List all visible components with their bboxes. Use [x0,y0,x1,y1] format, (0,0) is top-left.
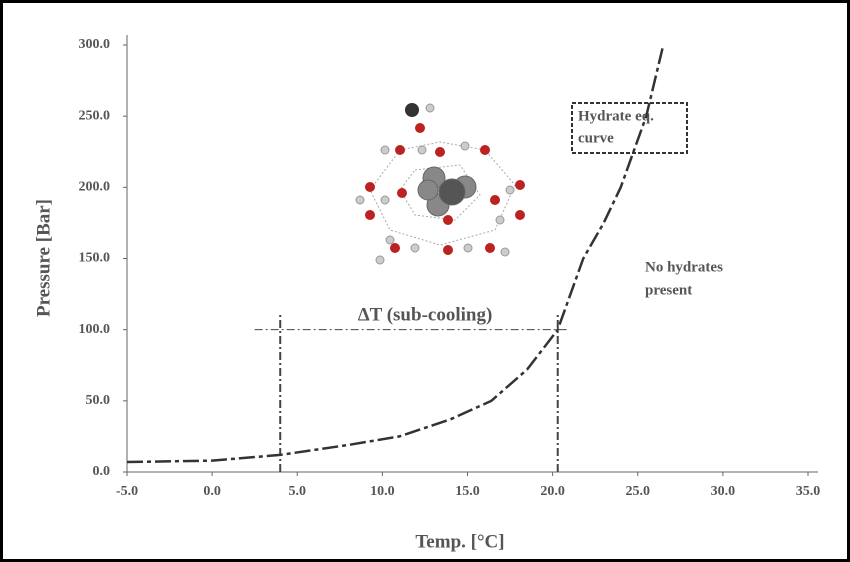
x-axis-label: Temp. [°C] [415,531,504,552]
region-label: present [645,282,692,298]
y-tick-label: 200.0 [79,180,111,195]
y-tick-label: 150.0 [79,251,111,266]
curve-label: Hydrate eq. [578,108,654,124]
curve-label: curve [578,130,614,146]
y-tick-label: 50.0 [86,393,111,408]
molecule-illustration [355,103,525,265]
x-tick-label: 30.0 [711,484,736,499]
x-tick-label: 20.0 [540,484,565,499]
x-tick-label: 5.0 [289,484,307,499]
y-tick-label: 0.0 [93,464,111,479]
y-tick-label: 300.0 [79,37,111,52]
x-tick-label: 0.0 [203,484,221,499]
x-tick-label: 10.0 [370,484,395,499]
y-tick-label: 100.0 [79,322,111,337]
x-tick-label: 25.0 [626,484,651,499]
subcooling-label: ΔT (sub-cooling) [358,304,493,325]
x-tick-label: 35.0 [796,484,821,499]
x-tick-label: 15.0 [455,484,480,499]
y-axis-label: Pressure [Bar] [33,199,54,317]
curve [126,44,665,464]
y-tick-label: 250.0 [79,108,111,123]
curve-label-box [571,102,688,154]
x-tick-label: -5.0 [116,484,138,499]
region-label: No hydrates [645,259,723,275]
